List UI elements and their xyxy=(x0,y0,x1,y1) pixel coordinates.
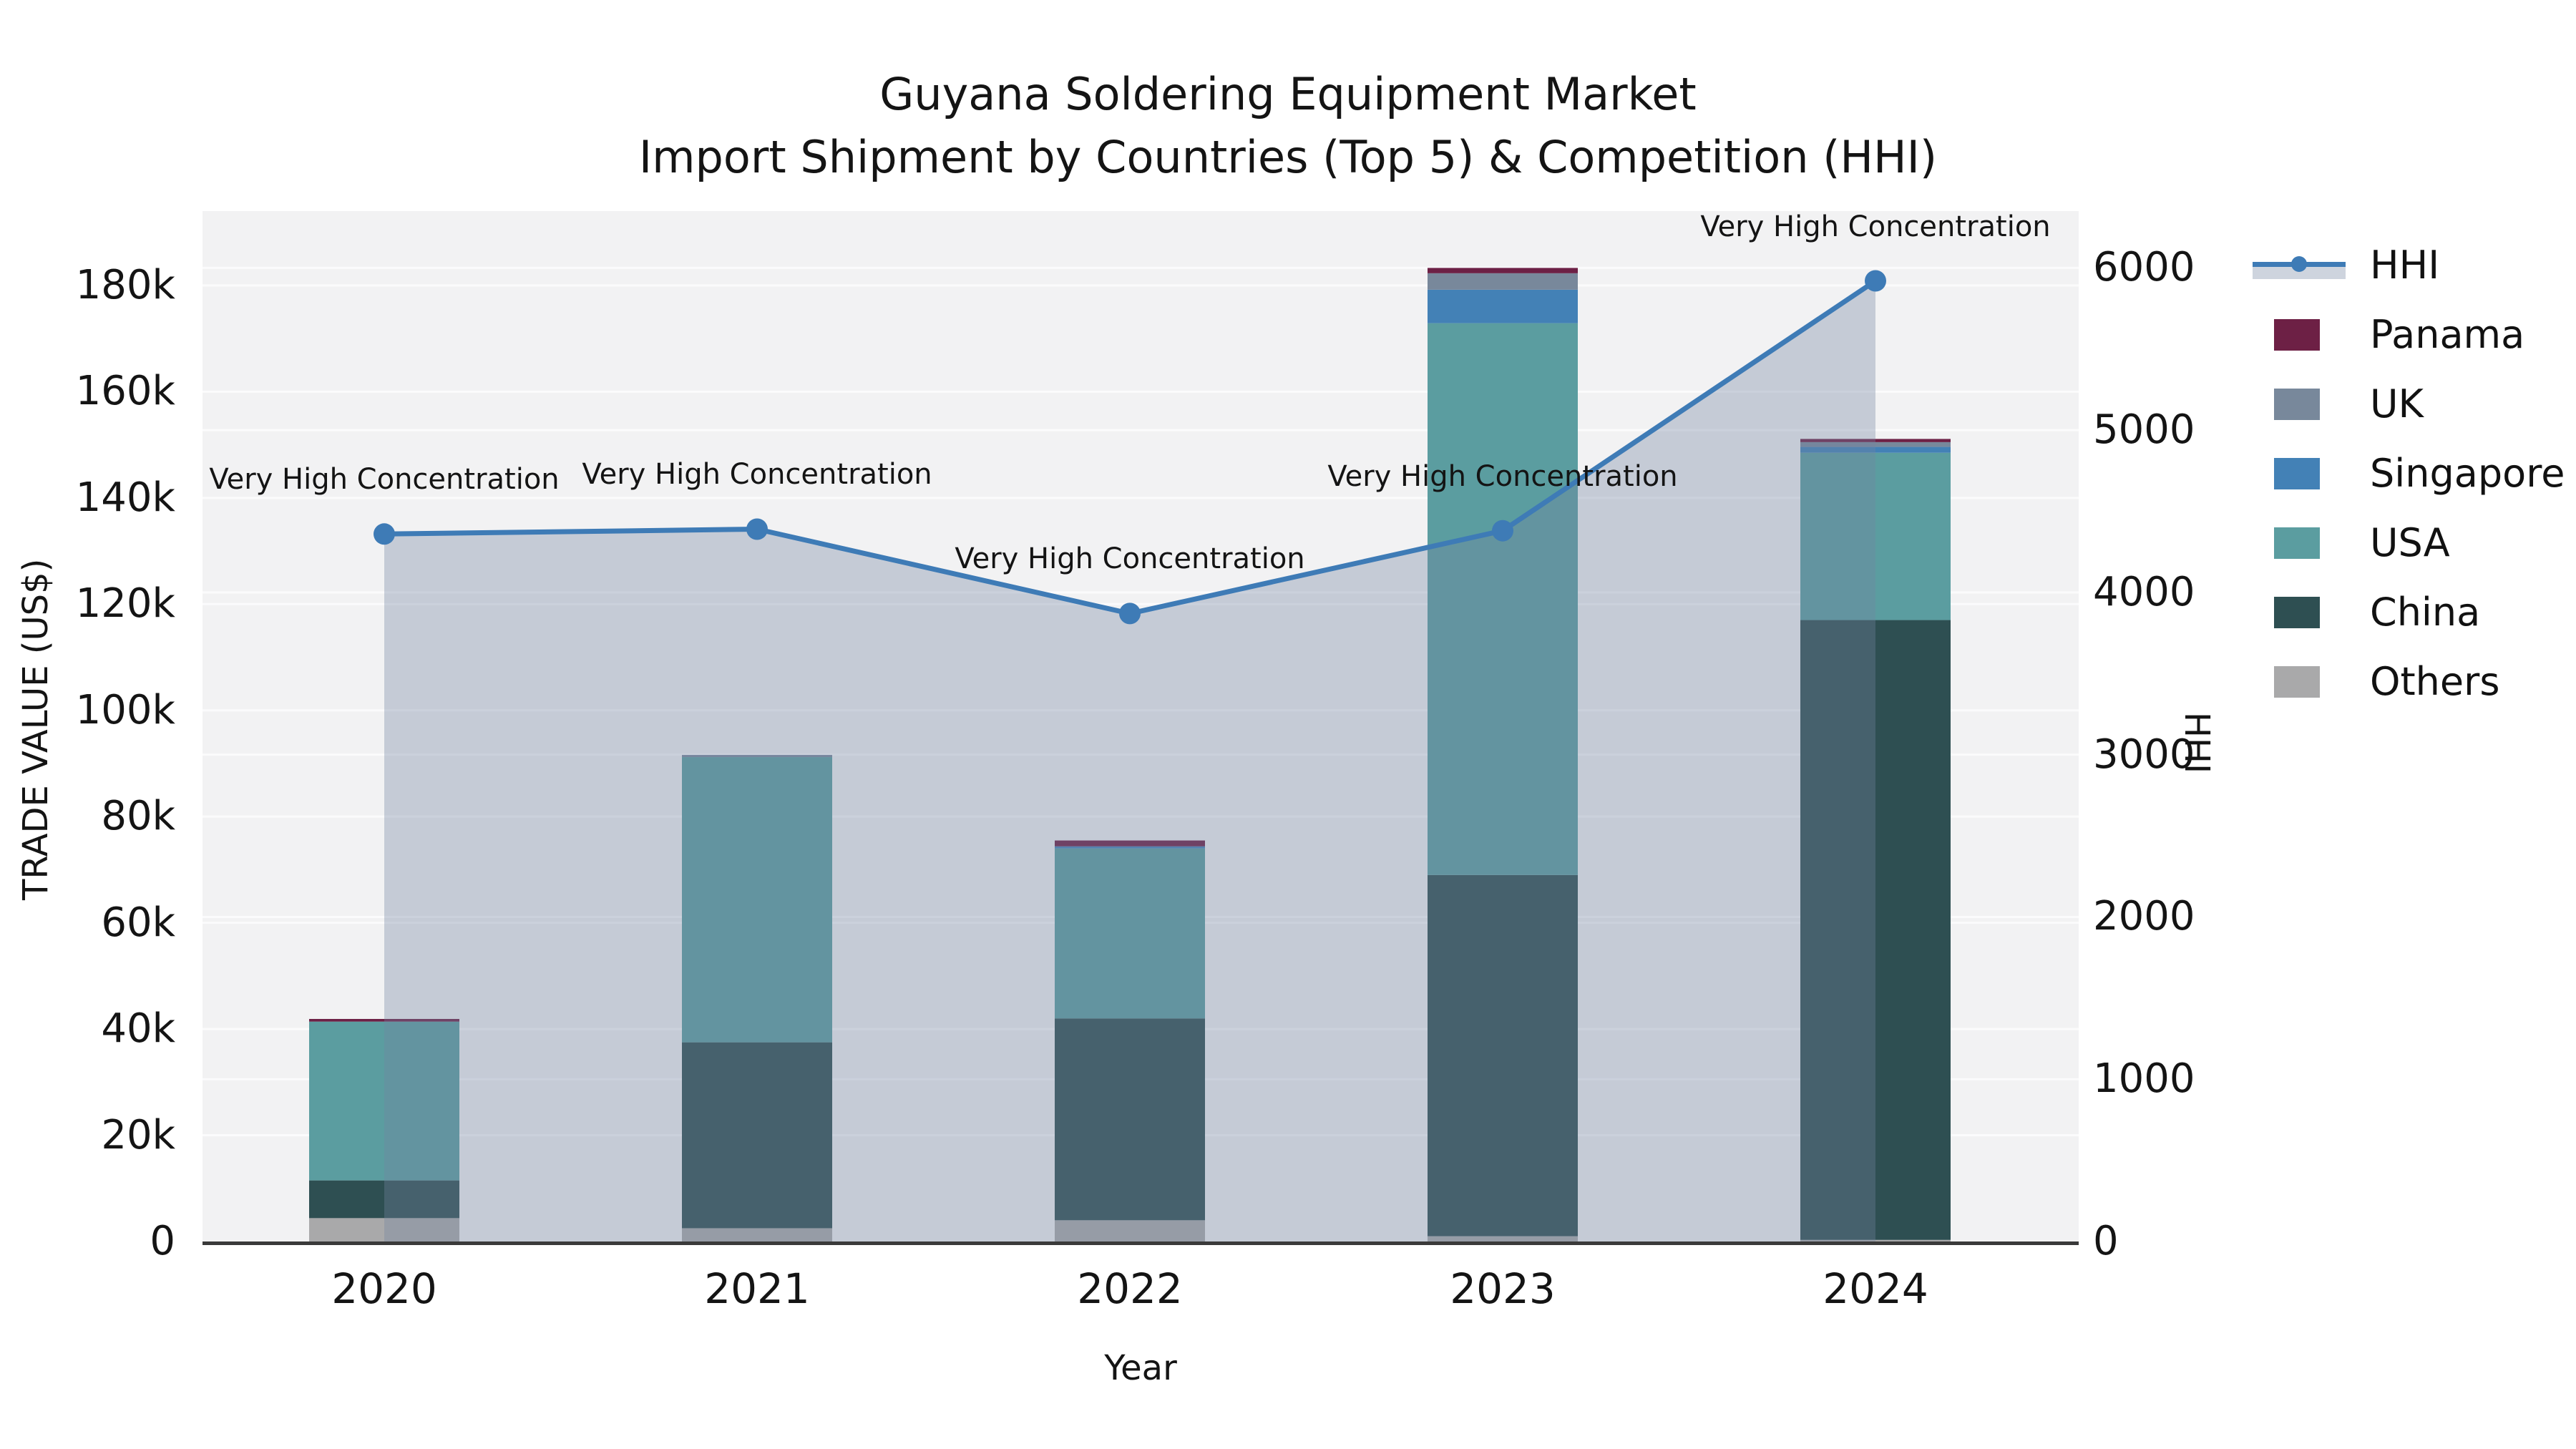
x-tick-label-2020: 2020 xyxy=(331,1264,437,1313)
y-left-tick-label-0: 0 xyxy=(150,1218,175,1264)
panama-color-swatch-icon xyxy=(2253,318,2346,351)
annotation-2021: Very High Concentration xyxy=(582,458,932,492)
bar-segment-usa-2024 xyxy=(1800,452,1951,620)
chart-legend: HHI Panama UK Singapore USA China Others xyxy=(2253,230,2576,716)
bar-segment-china-2024 xyxy=(1800,620,1951,1240)
y-right-tick-label-4000: 4000 xyxy=(2093,568,2195,615)
legend-item-china: China xyxy=(2253,577,2576,647)
hhi-marker-2024 xyxy=(1865,270,1886,292)
bar-segment-uk-2023 xyxy=(1428,273,1578,290)
bar-segment-usa-2022 xyxy=(1055,848,1205,1019)
bar-segment-others-2024 xyxy=(1800,1239,1951,1241)
legend-label: Singapore xyxy=(2370,451,2565,496)
y-left-tick-label-160k: 160k xyxy=(75,368,175,415)
bar-segment-others-2020 xyxy=(309,1218,459,1241)
y-right-tick-label-5000: 5000 xyxy=(2093,406,2195,454)
chart-title-line2: Import Shipment by Countries (Top 5) & C… xyxy=(638,131,1938,183)
annotation-2024: Very High Concentration xyxy=(1700,210,2051,243)
x-tick-label-2022: 2022 xyxy=(1077,1264,1183,1313)
y-left-tick-label-40k: 40k xyxy=(101,1005,175,1053)
x-tick-label-2023: 2023 xyxy=(1450,1264,1556,1313)
bar-segment-china-2023 xyxy=(1428,874,1578,1236)
y-left-tick-label-80k: 80k xyxy=(101,793,175,840)
y-left-tick-label-100k: 100k xyxy=(75,686,175,733)
bar-segment-uk-2021 xyxy=(682,755,832,758)
bar-segment-china-2020 xyxy=(309,1180,459,1219)
bar-segment-uk-2024 xyxy=(1800,441,1951,447)
usa-color-swatch-icon xyxy=(2253,527,2346,560)
singapore-color-swatch-icon xyxy=(2253,457,2346,490)
bar-segment-singapore-2023 xyxy=(1428,289,1578,323)
legend-label: UK xyxy=(2370,381,2424,426)
legend-label: Others xyxy=(2370,659,2500,704)
bar-segment-china-2021 xyxy=(682,1042,832,1229)
annotation-2020: Very High Concentration xyxy=(209,463,560,497)
y-left-tick-label-140k: 140k xyxy=(75,474,175,521)
hhi-marker-2023 xyxy=(1492,519,1513,542)
legend-label: China xyxy=(2370,590,2481,635)
bar-segment-others-2021 xyxy=(682,1228,832,1241)
x-axis-spine xyxy=(203,1241,2079,1245)
legend-item-uk: UK xyxy=(2253,369,2576,439)
legend-item-hhi: HHI xyxy=(2253,230,2576,300)
bar-segment-usa-2023 xyxy=(1428,323,1578,875)
y-right-tick-label-6000: 6000 xyxy=(2093,244,2195,291)
y-left-tick-label-120k: 120k xyxy=(75,580,175,628)
hhi-marker-2022 xyxy=(1119,602,1141,625)
legend-item-usa: USA xyxy=(2253,508,2576,577)
x-tick-label-2021: 2021 xyxy=(704,1264,810,1313)
legend-label: HHI xyxy=(2370,243,2440,288)
annotation-2022: Very High Concentration xyxy=(955,542,1305,576)
hhi-marker-2020 xyxy=(374,523,395,545)
bar-segment-usa-2020 xyxy=(309,1021,459,1181)
others-color-swatch-icon xyxy=(2253,665,2346,698)
legend-label: Panama xyxy=(2370,312,2525,357)
y-right-tick-label-0: 0 xyxy=(2093,1218,2119,1264)
y-right-tick-label-2000: 2000 xyxy=(2093,893,2195,940)
x-tick-label-2024: 2024 xyxy=(1823,1264,1928,1313)
china-color-swatch-icon xyxy=(2253,596,2346,629)
bar-segment-singapore-2024 xyxy=(1800,447,1951,453)
x-axis-title: Year xyxy=(1104,1348,1177,1388)
bar-segment-panama-2020 xyxy=(309,1018,459,1022)
legend-item-singapore: Singapore xyxy=(2253,439,2576,508)
uk-color-swatch-icon xyxy=(2253,388,2346,421)
legend-item-others: Others xyxy=(2253,647,2576,716)
y-right-tick-label-3000: 3000 xyxy=(2093,731,2195,778)
y-left-tick-label-60k: 60k xyxy=(101,899,175,946)
hhi-marker-2021 xyxy=(746,518,768,540)
annotation-2023: Very High Concentration xyxy=(1327,459,1678,493)
bar-segment-china-2022 xyxy=(1055,1018,1205,1221)
bar-segment-usa-2021 xyxy=(682,757,832,1043)
bar-segment-panama-2022 xyxy=(1055,840,1205,847)
hhi-line-swatch-icon xyxy=(2253,249,2346,282)
legend-item-panama: Panama xyxy=(2253,300,2576,369)
bar-segment-singapore-2022 xyxy=(1055,846,1205,849)
bar-segment-others-2023 xyxy=(1428,1236,1578,1241)
y-right-tick-label-1000: 1000 xyxy=(2093,1055,2195,1103)
legend-label: USA xyxy=(2370,520,2450,565)
bar-segment-panama-2024 xyxy=(1800,439,1951,442)
bar-segment-panama-2023 xyxy=(1428,268,1578,273)
y-left-tick-label-180k: 180k xyxy=(75,261,175,308)
y-left-tick-label-20k: 20k xyxy=(101,1111,175,1158)
hhi-area-fill xyxy=(384,280,1875,1241)
chart-title-line1: Guyana Soldering Equipment Market xyxy=(879,68,1697,120)
bar-segment-others-2022 xyxy=(1055,1220,1205,1241)
